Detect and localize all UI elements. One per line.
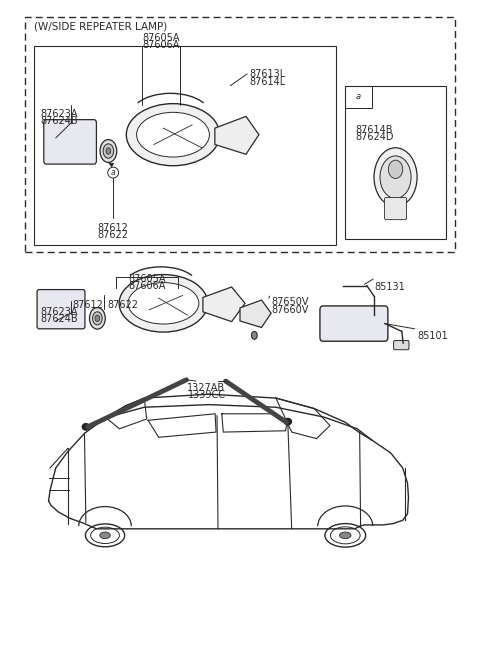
Ellipse shape <box>330 527 360 544</box>
Ellipse shape <box>137 112 209 157</box>
Ellipse shape <box>89 308 105 329</box>
FancyBboxPatch shape <box>320 306 388 341</box>
Ellipse shape <box>100 532 110 538</box>
Bar <box>345 86 372 108</box>
Text: 85131: 85131 <box>374 282 405 291</box>
Text: 87605A: 87605A <box>142 33 180 43</box>
Text: 87623A: 87623A <box>40 109 77 119</box>
Bar <box>24 17 456 252</box>
Ellipse shape <box>252 331 257 339</box>
Text: 87614B: 87614B <box>356 125 393 135</box>
Text: 87606A: 87606A <box>143 40 180 50</box>
Ellipse shape <box>374 148 417 206</box>
Bar <box>34 47 336 245</box>
Text: 87606A: 87606A <box>128 281 165 291</box>
FancyBboxPatch shape <box>394 341 409 350</box>
Text: 87622: 87622 <box>107 300 138 310</box>
Text: a: a <box>356 92 361 102</box>
Polygon shape <box>203 287 245 322</box>
Ellipse shape <box>339 532 351 538</box>
Text: 87660V: 87660V <box>271 305 309 314</box>
Text: 87612: 87612 <box>73 300 104 310</box>
Ellipse shape <box>128 282 199 324</box>
Ellipse shape <box>380 156 411 198</box>
Bar <box>345 86 446 238</box>
Ellipse shape <box>93 312 102 325</box>
Text: 87623A: 87623A <box>40 307 77 317</box>
Text: 87624B: 87624B <box>40 116 78 126</box>
Text: 87622: 87622 <box>97 230 129 240</box>
Ellipse shape <box>103 144 114 159</box>
Text: 87614L: 87614L <box>250 77 286 86</box>
Ellipse shape <box>126 103 220 166</box>
FancyBboxPatch shape <box>44 120 96 164</box>
Text: 87612: 87612 <box>98 223 129 233</box>
Ellipse shape <box>284 418 292 426</box>
Ellipse shape <box>85 524 125 547</box>
Ellipse shape <box>106 148 111 155</box>
FancyBboxPatch shape <box>384 197 407 219</box>
Text: 87613L: 87613L <box>250 69 286 79</box>
Ellipse shape <box>91 527 120 544</box>
Ellipse shape <box>119 274 208 332</box>
Text: 1327AB: 1327AB <box>187 383 226 393</box>
FancyBboxPatch shape <box>37 290 85 329</box>
Text: 85101: 85101 <box>417 331 448 341</box>
Text: (W/SIDE REPEATER LAMP): (W/SIDE REPEATER LAMP) <box>34 22 168 31</box>
Ellipse shape <box>95 315 100 322</box>
Polygon shape <box>240 300 271 328</box>
Ellipse shape <box>100 140 117 162</box>
Polygon shape <box>215 117 259 155</box>
Ellipse shape <box>388 160 403 178</box>
Text: 87650V: 87650V <box>271 297 309 307</box>
Text: 87605A: 87605A <box>128 274 166 284</box>
Text: a: a <box>111 168 116 177</box>
Text: 1339CC: 1339CC <box>188 390 226 400</box>
Text: 87624B: 87624B <box>40 314 78 324</box>
Ellipse shape <box>82 423 90 431</box>
Text: 87624D: 87624D <box>356 132 395 142</box>
Ellipse shape <box>325 523 366 547</box>
